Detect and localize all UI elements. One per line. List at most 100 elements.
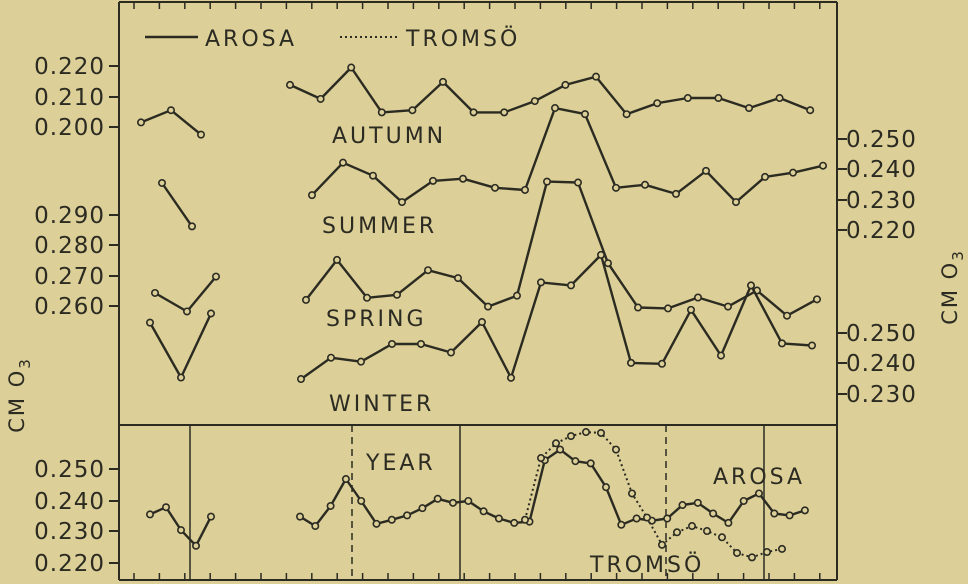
arosa-point (723, 302, 732, 311)
arosa-point (626, 358, 635, 367)
tromso-point (702, 527, 711, 536)
right-axis-title: CM O3 (938, 249, 967, 325)
arosa-point (446, 348, 455, 357)
arosa-point (657, 359, 666, 368)
left-axis-title: CM O3 (5, 357, 34, 433)
left-tick-label: 0.270 (34, 264, 105, 290)
arosa-point (362, 293, 371, 302)
arosa-point (812, 295, 821, 304)
arosa-point (423, 266, 432, 275)
arosa-point (197, 130, 206, 139)
arosa-point (357, 496, 366, 505)
legend-tromso-label: TROMSÖ (405, 26, 520, 52)
arosa-point (479, 507, 488, 516)
left-tick-label: 0.240 (34, 489, 105, 515)
arosa-point (754, 489, 763, 498)
tromso-point (581, 428, 590, 437)
arosa-point (162, 503, 171, 512)
arosa-point (212, 272, 221, 281)
arosa-point (428, 176, 437, 185)
annotation-0: AROSA (713, 465, 805, 490)
left-tick-label: 0.260 (34, 294, 105, 320)
left-axis-title-subscript: 3 (16, 357, 34, 369)
arosa-point (671, 189, 680, 198)
arosa-point (167, 106, 176, 115)
arosa-point (296, 375, 305, 384)
arosa-point (403, 511, 412, 520)
series-layer (137, 63, 827, 562)
left-tick-label: 0.220 (34, 54, 105, 80)
arosa-point (744, 104, 753, 113)
arosa-point (448, 498, 457, 507)
arosa-point (397, 198, 406, 207)
arosa-point (663, 304, 672, 313)
arosa-point (633, 303, 642, 312)
left-axis-title-text: CM O (5, 369, 29, 433)
arosa-point (653, 99, 662, 108)
right-tick-label: 0.230 (846, 188, 917, 214)
arosa-point (603, 259, 612, 268)
arosa-point (469, 108, 478, 117)
arosa-point (387, 339, 396, 348)
arosa-point (663, 514, 672, 523)
tromso-point (732, 548, 741, 557)
plot-frame (118, 1, 838, 581)
arosa-point (285, 80, 294, 89)
left-tick-label: 0.210 (34, 85, 105, 111)
arosa-point (177, 373, 186, 382)
arosa-line-winter (148, 312, 213, 379)
arosa-point (332, 255, 341, 264)
arosa-point (377, 108, 386, 117)
right-tick-label: 0.240 (846, 351, 917, 377)
left-tick-label: 0.200 (34, 115, 105, 141)
arosa-point (146, 510, 155, 519)
tromso-point (551, 439, 560, 448)
arosa-point (356, 357, 365, 366)
tromso-point (611, 445, 620, 454)
arosa-point (512, 291, 521, 300)
arosa-point (530, 97, 539, 106)
arosa-point (158, 178, 167, 187)
arosa-point (807, 341, 816, 350)
panel-label-winter: WINTER (329, 392, 434, 417)
right-tick-label: 0.240 (846, 157, 917, 183)
panel-label-autumn: AUTUMN (332, 124, 446, 149)
arosa-point (458, 174, 467, 183)
arosa-line-summer (311, 106, 824, 204)
arosa-point (416, 339, 425, 348)
arosa-point (561, 80, 570, 89)
arosa-point (542, 177, 551, 186)
arosa-point (693, 498, 702, 507)
arosa-point (678, 501, 687, 510)
arosa-point (586, 459, 595, 468)
arosa-point (686, 305, 695, 314)
arosa-point (788, 168, 797, 177)
arosa-point (207, 309, 216, 318)
arosa-point (483, 302, 492, 311)
arosa-point (601, 483, 610, 492)
arosa-point (326, 501, 335, 510)
arosa-point (510, 518, 519, 527)
tromso-point (566, 432, 575, 441)
arosa-point (311, 522, 320, 531)
arosa-point (746, 281, 755, 290)
right-tick-label: 0.220 (846, 218, 917, 244)
arosa-point (316, 94, 325, 103)
arosa-point (341, 475, 350, 484)
tromso-point (777, 544, 786, 553)
arosa-point (295, 512, 304, 521)
panel-label-spring: SPRING (326, 307, 427, 332)
arosa-point (146, 318, 155, 327)
panel-label-summer: SUMMER (322, 214, 437, 239)
arosa-point (207, 512, 216, 521)
arosa-line-winter (300, 253, 813, 381)
arosa-point (494, 514, 503, 523)
arosa-point (617, 520, 626, 529)
arosa-line-spring (305, 180, 818, 317)
tromso-point (657, 540, 666, 549)
arosa-point (556, 445, 565, 454)
left-tick-label: 0.280 (34, 233, 105, 259)
arosa-point (714, 94, 723, 103)
arosa-point (760, 172, 769, 181)
